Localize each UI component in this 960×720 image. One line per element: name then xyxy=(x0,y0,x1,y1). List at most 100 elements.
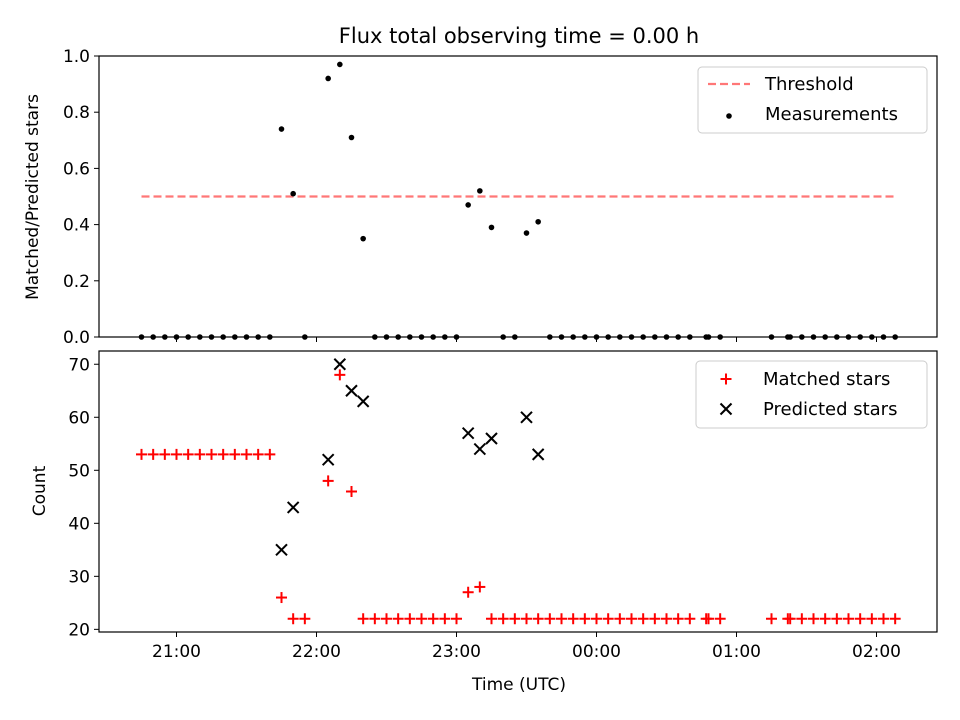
matched-star-point xyxy=(889,613,901,625)
predicted-star-point xyxy=(333,358,347,371)
count-y-tick-label: 50 xyxy=(68,461,90,481)
predicted-star-point xyxy=(520,411,533,424)
matched-star-point xyxy=(217,448,229,460)
matched-star-point xyxy=(252,448,264,460)
count-x-axis-label: Time (UTC) xyxy=(471,675,566,695)
ratio-y-tick-label: 1.0 xyxy=(63,47,90,67)
predicted-star-point xyxy=(473,442,487,456)
count-marks xyxy=(136,358,901,625)
matched-star-point xyxy=(287,613,299,625)
measurement-point xyxy=(523,230,530,236)
matched-star-point xyxy=(322,475,334,487)
matched-star-point xyxy=(182,448,194,460)
measurement-point xyxy=(337,61,343,68)
predicted-star-point xyxy=(321,453,335,466)
matched-star-point xyxy=(796,613,808,625)
matched-star-point xyxy=(427,613,439,625)
predicted-star-point xyxy=(286,501,300,514)
count-x-tick-label: 23:00 xyxy=(432,642,481,662)
measurements-legend-swatch xyxy=(726,113,732,119)
matched-star-point xyxy=(714,613,726,625)
matched-star-point xyxy=(649,613,661,625)
predicted-star-point xyxy=(485,432,498,445)
ratio-plot-frame xyxy=(98,55,938,338)
matched-star-point xyxy=(276,592,287,604)
matched-star-point xyxy=(521,613,532,625)
matched-star-point xyxy=(784,613,796,625)
predicted-star-point xyxy=(461,426,475,440)
chart-title: Flux total observing time = 0.00 h xyxy=(339,24,699,48)
ratio-y-tick-label: 0.0 xyxy=(63,328,90,348)
matched-star-point xyxy=(819,613,831,625)
count-x-tick-label: 02:00 xyxy=(852,642,901,662)
matched-star-point xyxy=(206,448,217,460)
matched-star-point xyxy=(404,613,416,625)
matched-star-point xyxy=(509,613,521,625)
predicted-legend-label: Predicted stars xyxy=(763,399,897,420)
count-y-tick-label: 70 xyxy=(68,355,90,375)
measurement-point xyxy=(360,235,366,242)
measurement-point xyxy=(290,190,296,197)
matched-star-point xyxy=(439,613,451,625)
measurement-point xyxy=(465,202,471,208)
ratio-legend-box xyxy=(697,66,928,134)
count-x-tick-label: 21:00 xyxy=(152,642,201,662)
count-y-tick-label: 40 xyxy=(68,514,90,534)
predicted-star-point xyxy=(531,448,545,461)
matched-star-point xyxy=(497,613,509,625)
predicted-star-point xyxy=(275,543,288,557)
matched-star-point xyxy=(602,613,614,625)
matched-star-point xyxy=(264,448,276,460)
matched-star-point xyxy=(357,613,369,625)
measurement-point xyxy=(477,188,483,194)
matched-star-point xyxy=(843,613,854,625)
ratio-y-tick-label: 0.2 xyxy=(63,272,90,292)
matched-legend-label: Matched stars xyxy=(763,369,890,390)
matched-star-point xyxy=(147,448,159,460)
count-x-tick-label: 22:00 xyxy=(292,642,341,662)
count-x-tick-label: 01:00 xyxy=(712,642,761,662)
matched-star-point xyxy=(334,369,346,381)
matched-star-point xyxy=(626,613,637,625)
matched-star-point xyxy=(808,613,819,625)
ratio-panel: 0.0 0.2 0.4 0.6 0.8 1.0 Matched/Predicted sta… xyxy=(23,47,938,348)
matched-star-point xyxy=(591,613,602,625)
ratio-y-axis-label: Matched/Predicted stars xyxy=(23,94,43,300)
count-panel: 20 30 40 50 60 70 21:00 22:00 23:00 00:00 01:00 02… xyxy=(30,350,938,695)
count-legend: Matched stars Predicted stars xyxy=(695,360,928,429)
matched-star-point xyxy=(556,613,567,625)
ratio-y-tick-label: 0.8 xyxy=(63,103,90,123)
matched-legend-marker xyxy=(720,373,732,385)
matched-star-point xyxy=(878,613,889,625)
matched-star-point xyxy=(369,613,381,625)
matched-star-point xyxy=(614,613,626,625)
matched-star-point xyxy=(241,448,252,460)
count-y-axis-label: Count xyxy=(30,465,50,516)
count-plot-frame xyxy=(98,350,938,633)
matched-star-point xyxy=(684,613,696,625)
matched-star-point xyxy=(703,613,714,625)
matched-star-point xyxy=(299,613,311,625)
matched-star-point xyxy=(637,613,649,625)
matched-star-point xyxy=(392,613,404,625)
ratio-y-ticks: 0.0 0.2 0.4 0.6 0.8 1.0 xyxy=(63,47,99,348)
matched-star-point xyxy=(854,613,866,625)
threshold-legend-label: Threshold xyxy=(764,74,854,95)
measurement-point xyxy=(325,75,331,82)
measurement-point xyxy=(535,218,541,225)
count-y-tick-label: 20 xyxy=(68,620,90,640)
ratio-y-tick-label: 0.4 xyxy=(63,216,90,236)
count-y-tick-label: 30 xyxy=(68,567,90,587)
count-y-ticks: 20 30 40 50 60 70 xyxy=(68,355,99,640)
matched-star-point xyxy=(136,448,147,460)
count-x-ticks: 21:00 22:00 23:00 00:00 01:00 02:00 xyxy=(152,632,901,662)
measurement-point xyxy=(348,134,355,141)
matched-star-point xyxy=(567,613,579,625)
matched-star-point xyxy=(486,613,497,625)
matched-legend-swatch xyxy=(720,373,732,385)
matched-star-point xyxy=(381,613,392,625)
count-legend-box xyxy=(695,360,928,429)
predicted-star-point xyxy=(345,384,358,397)
matched-star-point xyxy=(346,486,357,497)
